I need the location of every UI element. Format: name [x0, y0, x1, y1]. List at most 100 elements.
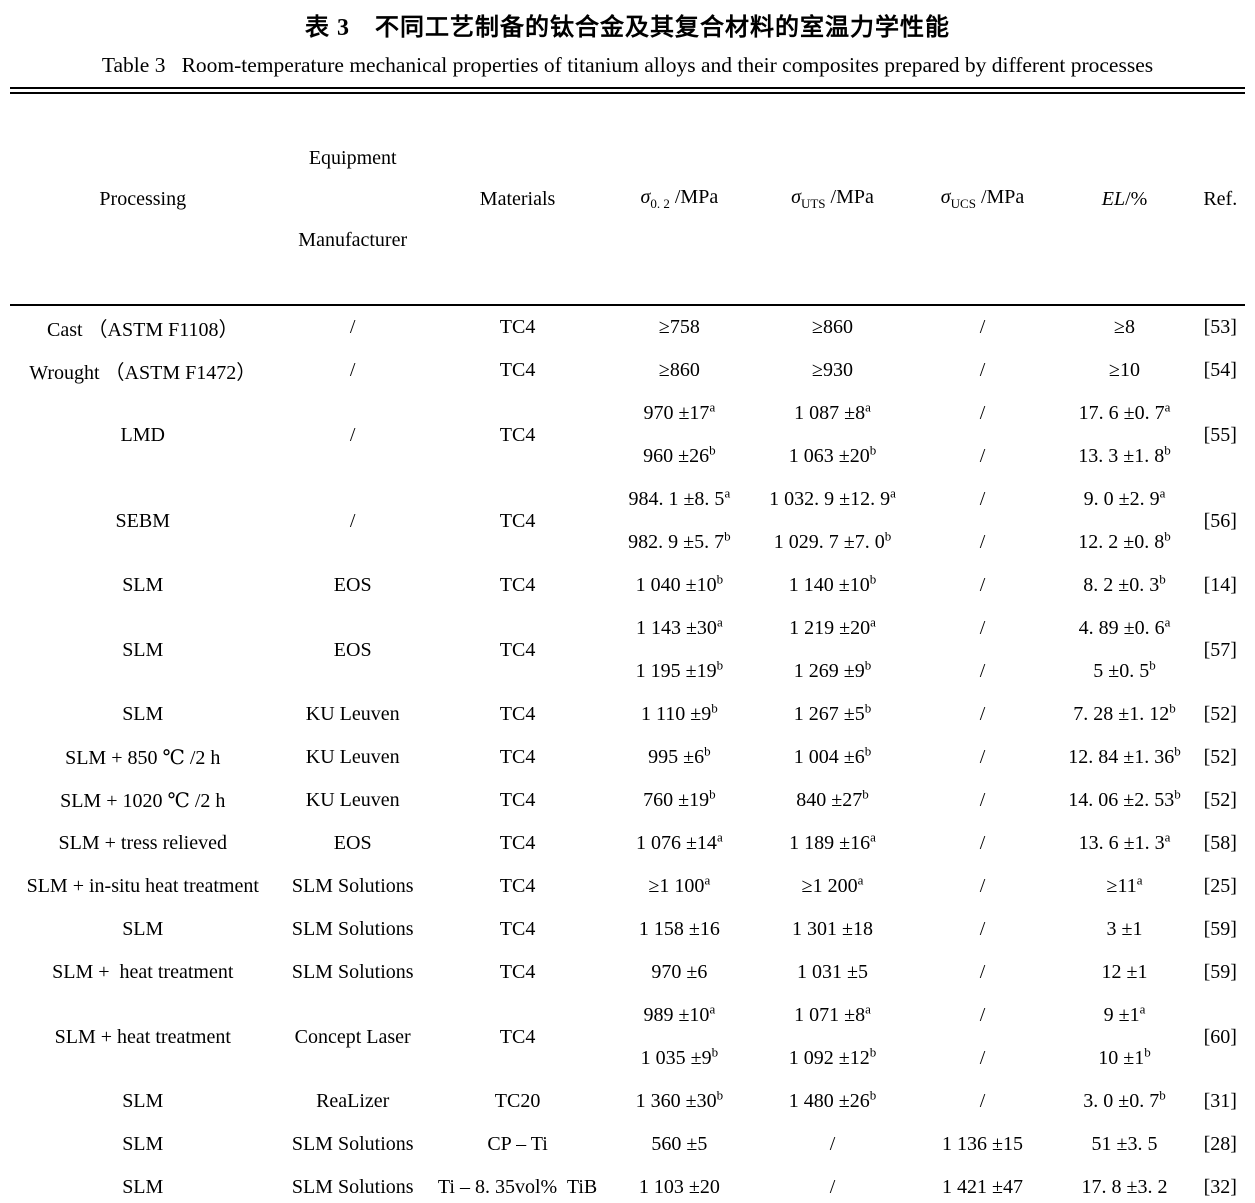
direction-superscript: a	[865, 1001, 871, 1017]
cell-manufacturer: SLM Solutions	[291, 961, 414, 983]
cell-materials: TC4	[499, 961, 536, 983]
direction-superscript: a	[1164, 829, 1171, 845]
sigma-uts-subscript: UTS	[800, 196, 826, 211]
sigma-ucs-unit: /MPa	[975, 186, 1025, 208]
table-row: SLM + 850 ℃ /2 h KU Leuven TC4 995 ±6b 1 004…	[10, 736, 1245, 779]
direction-superscript: b	[1169, 700, 1176, 716]
cell-sigma02: 1 035 ±9b	[640, 1044, 719, 1069]
cell-sigma-uts: 1 189 ±16a	[789, 829, 876, 854]
cell-manufacturer: SLM Solutions	[291, 1133, 414, 1155]
sigma-uts-unit: /MPa	[825, 186, 874, 208]
cell-sigma02: 1 195 ±19b	[635, 657, 724, 682]
cell-materials: TC4	[499, 316, 536, 338]
cell-el: 17. 6 ±0. 7a	[1078, 399, 1171, 424]
cell-ref: [60]	[1203, 1025, 1237, 1048]
cell-el: 7. 28 ±1. 12b	[1073, 700, 1176, 725]
cell-sigma-uts: 1 140 ±10b	[788, 571, 877, 596]
cell-sigma-ucs: /	[979, 1090, 986, 1112]
cell-sigma-uts: ≥1 200a	[801, 872, 864, 897]
cell-processing: SLM	[122, 1176, 164, 1198]
el-unit: /%	[1125, 187, 1148, 210]
cell-sigma-uts: 1 029. 7 ±7. 0b	[773, 528, 892, 553]
cell-el: 13. 3 ±1. 8b	[1078, 442, 1171, 467]
sigma02-unit: /MPa	[669, 186, 719, 208]
cell-ref: [55]	[1203, 423, 1237, 446]
cell-processing: LMD	[120, 423, 165, 446]
cell-sigma-ucs: /	[979, 1004, 986, 1026]
cell-manufacturer: KU Leuven	[305, 746, 400, 768]
cell-sigma-ucs: 1 136 ±15	[942, 1133, 1024, 1155]
table-row: SLM SLM Solutions CP – Ti 560 ±5 / 1 136 ±15 5…	[10, 1123, 1245, 1166]
cell-materials: TC4	[499, 1025, 536, 1048]
sigma02-subscript: 0. 2	[650, 196, 670, 211]
col-header-sigma-uts: σUTS /MPa	[753, 94, 912, 306]
sigma-uts-symbol: σ	[791, 186, 801, 208]
cell-el: 3. 0 ±0. 7b	[1083, 1087, 1166, 1112]
cell-sigma02: 1 158 ±16	[638, 918, 720, 940]
cell-manufacturer: /	[349, 359, 356, 381]
cell-processing: SLM + 850 ℃ /2 h	[65, 747, 221, 769]
direction-superscript: a	[1164, 399, 1171, 415]
cell-sigma-ucs: /	[979, 660, 986, 682]
mechanical-properties-table: Processing Equipment Manufacturer Materi…	[10, 94, 1245, 1203]
cell-manufacturer: KU Leuven	[305, 703, 400, 725]
cell-el: 12 ±1	[1101, 961, 1148, 983]
cell-manufacturer: Concept Laser	[294, 1025, 411, 1048]
col-header-equipment-manufacturer: Equipment Manufacturer	[275, 94, 430, 306]
cell-manufacturer: SLM Solutions	[291, 918, 414, 940]
direction-superscript: b	[862, 786, 869, 802]
cell-ref: [59]	[1203, 961, 1237, 983]
cell-ref: [54]	[1203, 359, 1237, 381]
table-title-zh: 表 3 不同工艺制备的钛合金及其复合材料的室温力学性能	[305, 15, 950, 41]
col-header-sigma02: σ0. 2 /MPa	[605, 94, 754, 306]
cell-sigma-ucs: /	[979, 488, 986, 510]
cell-ref: [58]	[1203, 832, 1237, 854]
table-header: Processing Equipment Manufacturer Materi…	[10, 94, 1245, 306]
cell-materials: TC20	[494, 1090, 541, 1112]
cell-manufacturer: SLM Solutions	[291, 1176, 414, 1198]
direction-superscript: b	[1159, 571, 1166, 587]
table-row: SLM KU Leuven TC4 1 110 ±9b 1 267 ±5b / 7. 28 …	[10, 693, 1245, 736]
direction-superscript: a	[857, 872, 864, 888]
cell-materials: TC4	[499, 423, 536, 446]
cell-sigma-uts: 1 063 ±20b	[788, 442, 877, 467]
cell-materials: TC4	[499, 832, 536, 854]
cell-el: 4. 89 ±0. 6a	[1078, 614, 1171, 639]
cell-sigma-ucs: /	[979, 531, 986, 553]
direction-superscript: b	[711, 1044, 719, 1060]
table-title-en: Table 3 Room-temperature mechanical prop…	[101, 53, 1154, 77]
direction-superscript: a	[724, 485, 731, 501]
cell-sigma-uts: ≥860	[811, 316, 853, 338]
cell-sigma02: 1 103 ±20	[638, 1176, 720, 1198]
cell-sigma-ucs: /	[979, 875, 986, 897]
table-row: SLM + 1020 ℃ /2 h KU Leuven TC4 760 ±19b 840…	[10, 779, 1245, 822]
cell-sigma02: ≥758	[658, 316, 700, 338]
direction-superscript: b	[869, 442, 877, 458]
col-header-equipment-line2: Manufacturer	[298, 229, 408, 251]
table-row: SEBM / TC4 984. 1 ±8. 5a 1 032. 9 ±12. 9a / 9.…	[10, 478, 1245, 531]
cell-el: 12. 84 ±1. 36b	[1068, 743, 1181, 768]
cell-sigma02: 995 ±6b	[648, 743, 711, 768]
table-row: 1 035 ±9b 1 092 ±12b / 10 ±1b	[10, 1037, 1245, 1080]
cell-sigma-ucs: 1 421 ±47	[942, 1176, 1024, 1198]
cell-ref: [14]	[1203, 574, 1237, 596]
cell-sigma-ucs: /	[979, 961, 986, 983]
direction-superscript: b	[1164, 528, 1171, 544]
cell-el: ≥8	[1114, 316, 1136, 338]
cell-materials: TC4	[499, 875, 536, 897]
cell-processing: SLM	[122, 638, 164, 661]
table-row: 982. 9 ±5. 7b 1 029. 7 ±7. 0b / 12. 2 ±0. 8…	[10, 521, 1245, 564]
table-top-rule	[10, 87, 1245, 94]
cell-manufacturer: EOS	[333, 638, 372, 661]
cell-sigma-ucs: /	[979, 445, 986, 467]
cell-sigma02: ≥860	[658, 359, 700, 381]
direction-superscript: b	[869, 1044, 877, 1060]
direction-superscript: a	[709, 1001, 716, 1017]
cell-sigma-uts: 1 301 ±18	[791, 918, 873, 940]
cell-sigma02: 1 040 ±10b	[635, 571, 724, 596]
cell-sigma-uts: 1 092 ±12b	[788, 1044, 877, 1069]
col-header-equipment-line1: Equipment	[308, 147, 397, 169]
direction-superscript: b	[1174, 786, 1181, 802]
direction-superscript: b	[709, 442, 716, 458]
cell-materials: TC4	[499, 703, 536, 725]
